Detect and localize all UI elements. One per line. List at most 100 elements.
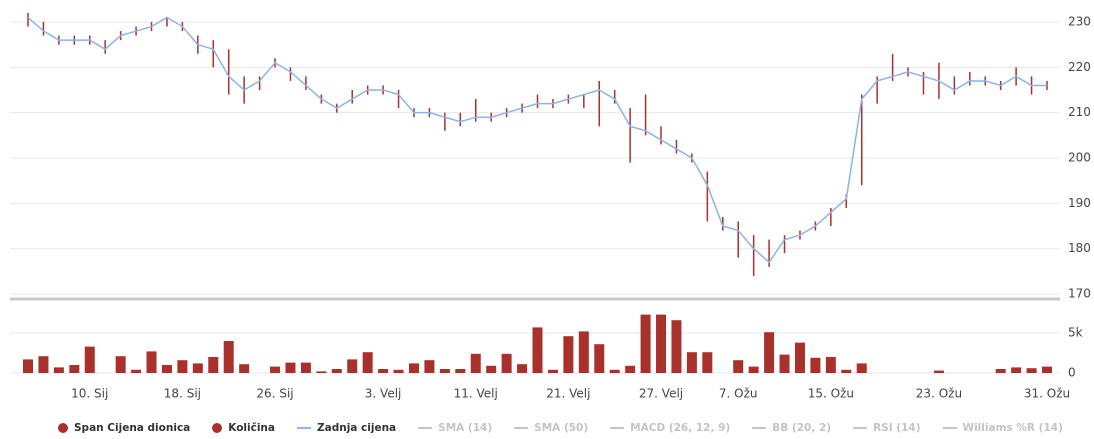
y-tick-label: 190 (1068, 196, 1091, 210)
legend-item[interactable]: Količina (212, 422, 275, 434)
volume-bar (1042, 366, 1052, 373)
legend-marker (853, 427, 868, 429)
x-tick-label: 31. Ožu (1024, 387, 1070, 401)
y2-tick-label: 0 (1068, 366, 1076, 380)
legend-item[interactable]: Williams %R (14) (942, 422, 1063, 434)
legend-item[interactable]: BB (20, 2) (752, 422, 831, 434)
volume-bar (1026, 368, 1037, 373)
volume-bar (439, 369, 450, 373)
x-tick-label: 18. Sij (164, 387, 201, 401)
volume-bar (764, 332, 775, 373)
volume-bar (146, 351, 157, 373)
legend-marker (752, 427, 767, 429)
volume-bar (1011, 367, 1022, 373)
legend-marker (942, 427, 957, 429)
volume-bar (578, 331, 589, 373)
legend-marker (212, 423, 223, 433)
legend-marker (58, 423, 68, 433)
legend-marker (610, 427, 625, 429)
volume-bar (470, 353, 481, 373)
volume-bar (825, 357, 836, 373)
volume-bar (841, 369, 852, 373)
volume-bar (223, 341, 234, 373)
volume-bar (933, 370, 944, 373)
volume-bar (192, 363, 203, 373)
x-tick-label: 3. Velj (365, 387, 402, 401)
y-tick-label: 180 (1068, 241, 1091, 255)
legend-marker (514, 427, 529, 429)
volume-bar (501, 353, 512, 373)
legend-item[interactable]: SMA (14) (418, 422, 492, 434)
legend-item[interactable]: RSI (14) (853, 422, 921, 434)
volume-bar (161, 365, 172, 373)
volume-bar (794, 342, 805, 373)
y2-tick-label: 5k (1068, 326, 1083, 340)
volume-bar (547, 369, 558, 373)
volume-bar (84, 346, 95, 373)
volume-bar (455, 369, 466, 373)
volume-bar (23, 359, 33, 373)
y-tick-label: 230 (1068, 15, 1091, 29)
legend-label: BB (20, 2) (772, 422, 832, 434)
legend-label: Williams %R (14) (962, 422, 1063, 434)
volume-bar (532, 327, 543, 373)
legend-label: RSI (14) (873, 422, 921, 434)
x-tick-label: 11. Velj (454, 387, 498, 401)
x-tick-label: 26. Sij (256, 387, 293, 401)
legend-label: MACD (26, 12, 9) (630, 422, 731, 434)
volume-bar (300, 362, 311, 373)
legend: Span Cijena dionica Količina Zadnja cijena… (58, 422, 1063, 434)
x-tick-label: 23. Ožu (916, 387, 962, 401)
y-tick-label: 170 (1068, 287, 1091, 301)
volume-bar (702, 352, 713, 373)
volume-bar (69, 365, 80, 373)
y-tick-label: 200 (1068, 151, 1091, 165)
volume-bar (810, 357, 821, 373)
volume-bar (517, 364, 528, 373)
legend-label: SMA (50) (534, 422, 589, 434)
legend-item[interactable]: SMA (50) (514, 422, 588, 434)
volume-bar (393, 369, 404, 373)
legend-label: Span Cijena dionica (74, 422, 191, 434)
legend-label: Zadnja cijena (317, 422, 397, 434)
x-tick-label: 7. Ožu (719, 387, 758, 401)
volume-bar (362, 352, 373, 373)
volume-bar (115, 356, 126, 373)
y-tick-label: 220 (1068, 60, 1091, 74)
x-tick-label: 21. Velj (546, 387, 590, 401)
volume-bar (594, 344, 605, 373)
volume-bar (656, 314, 667, 373)
volume-bar (378, 369, 389, 373)
volume-bar (995, 369, 1006, 373)
volume-bar (779, 354, 790, 373)
volume-bar (486, 365, 497, 373)
volume-bar (686, 352, 697, 373)
volume-bar (733, 360, 744, 373)
y-tick-label: 210 (1068, 105, 1091, 119)
legend-marker (297, 427, 311, 429)
volume-bar (347, 359, 358, 373)
volume-bar (563, 336, 574, 373)
x-tick-label: 10. Sij (71, 387, 108, 401)
volume-bar (208, 357, 219, 373)
legend-label: SMA (14) (438, 422, 493, 434)
volume-bar (131, 369, 142, 373)
x-tick-label: 15. Ožu (808, 387, 854, 401)
legend-item[interactable]: Zadnja cijena (297, 422, 396, 434)
volume-bar (856, 363, 867, 373)
legend-label: Količina (228, 422, 275, 434)
volume-bar (38, 356, 49, 373)
volume-bar (609, 369, 620, 373)
volume-bar (53, 367, 64, 373)
volume-bar (285, 362, 296, 373)
legend-item[interactable]: MACD (26, 12, 9) (610, 422, 730, 434)
volume-bar (424, 360, 435, 373)
volume-bar (331, 369, 342, 373)
volume-bar (270, 366, 281, 373)
legend-marker (418, 427, 433, 429)
price-line (27, 16, 1047, 264)
x-tick-label: 27. Velj (639, 387, 683, 401)
chart: 170 180 190 200 210 220 230 0 5k 10. Sij 18. Sij 26… (10, 12, 1091, 401)
legend-item[interactable]: Span Cijena dionica (58, 422, 190, 434)
